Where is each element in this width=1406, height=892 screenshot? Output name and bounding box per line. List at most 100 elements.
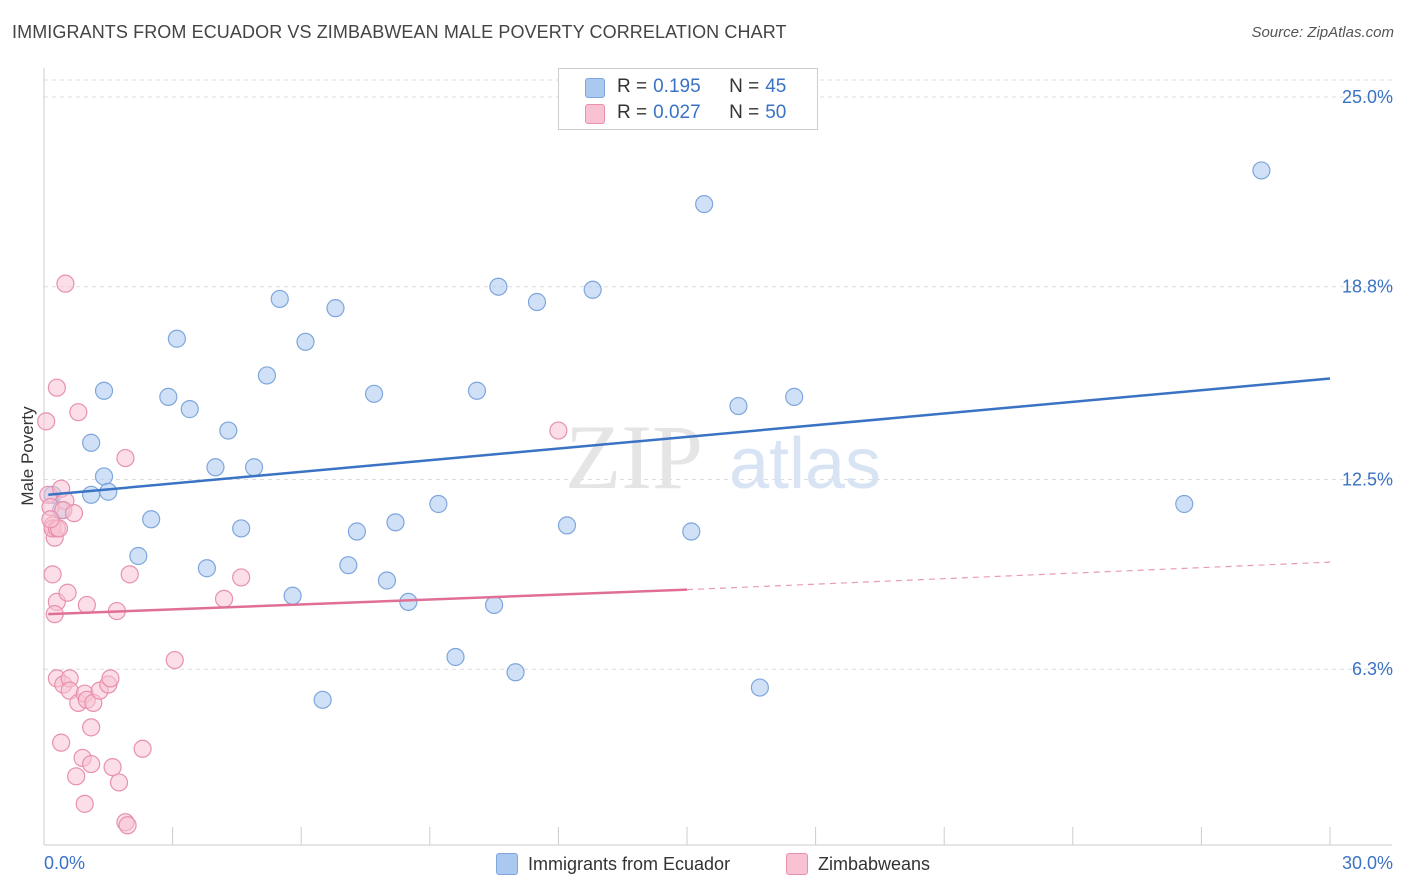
series-zimbabweans-points <box>37 274 568 835</box>
n-value: 50 <box>765 102 787 123</box>
ecuador-point <box>283 586 302 605</box>
correlation-legend: R = 0.195 N = 45 R = 0.027 N = 50 <box>558 68 818 130</box>
zimbabwean-point <box>103 758 122 777</box>
ecuador-point <box>364 384 384 403</box>
zimbabwean-point <box>47 378 66 397</box>
legend-swatch-zimbabweans <box>585 104 605 124</box>
y-tick-label: 12.5% <box>1342 470 1393 490</box>
ecuador-point <box>750 678 769 697</box>
ecuador-point <box>583 280 602 299</box>
ecuador-point <box>82 433 101 452</box>
zimbabwean-point <box>37 412 56 431</box>
ecuador-point <box>682 522 701 541</box>
ecuador-point <box>142 510 161 529</box>
zimbabwean-point <box>58 583 77 602</box>
zimbabwean-point <box>64 504 84 523</box>
legend-label-ecuador: Immigrants from Ecuador <box>528 853 731 874</box>
zimbabwean-point <box>75 794 94 813</box>
trend-lines <box>48 377 1331 616</box>
ecuador-point <box>399 592 418 612</box>
watermark-zip: ZIP <box>565 406 703 508</box>
zimbabwean-point <box>120 565 139 584</box>
zimbabwean-point <box>77 595 96 615</box>
ecuador-point <box>244 458 264 477</box>
zimbabwean-point <box>549 421 568 440</box>
ecuador-point <box>257 366 277 385</box>
legend-item-ecuador: Immigrants from Ecuador <box>496 852 730 876</box>
n-label: N = <box>729 76 760 97</box>
ecuador-point <box>446 647 465 667</box>
r-value: 0.027 <box>653 102 701 123</box>
ecuador-point <box>339 556 358 575</box>
y-tick-label: 6.3% <box>1352 659 1393 679</box>
zimbabwean-point <box>56 274 75 293</box>
ecuador-point <box>296 332 315 351</box>
ecuador-point <box>159 387 178 406</box>
ecuador-point <box>527 292 547 312</box>
tick-labels: 6.3% 12.5% 18.8% 25.0% 0.0% 30.0% <box>44 87 1393 873</box>
ecuador-point <box>489 277 508 296</box>
ecuador-point <box>206 458 225 477</box>
ecuador-point <box>99 482 118 501</box>
ecuador-point <box>729 396 748 416</box>
ecuador-point <box>129 546 148 566</box>
chart-title: IMMIGRANTS FROM ECUADOR VS ZIMBABWEAN MA… <box>12 22 787 42</box>
n-value: 45 <box>765 76 787 97</box>
legend-swatch-zimbabweans <box>786 853 808 875</box>
ecuador-point <box>313 690 332 709</box>
x-tick-label-max: 30.0% <box>1342 853 1393 873</box>
ecuador-point <box>180 400 199 419</box>
zimbabwean-point <box>41 510 60 529</box>
r-value: 0.195 <box>653 76 701 97</box>
ecuador-point <box>557 516 577 535</box>
axes <box>43 68 1392 846</box>
ecuador-point <box>695 195 714 214</box>
zimbabwean-point <box>101 669 120 688</box>
ecuador-point <box>270 289 289 309</box>
legend-label-zimbabweans: Zimbabweans <box>818 853 931 874</box>
watermark: ZIP atlas <box>565 406 881 508</box>
zimbabwean-point <box>109 773 129 792</box>
ecuador-point <box>326 299 345 318</box>
zimbabwean-point <box>165 650 184 670</box>
ecuador-point <box>94 381 114 400</box>
watermark-atlas: atlas <box>729 424 881 504</box>
ecuador-point <box>386 513 405 532</box>
ecuador-point <box>506 663 525 682</box>
legend-row-ecuador: R = 0.195 N = 45 <box>585 75 787 99</box>
ecuador-point <box>429 494 448 514</box>
zimbabwean-point <box>118 816 137 835</box>
ecuador-point <box>1175 494 1194 514</box>
zimbabwean-point <box>43 565 62 584</box>
ecuador-point <box>377 571 397 590</box>
zimbabwean-point <box>52 733 71 752</box>
ecuador-point <box>197 559 216 578</box>
zimbabwean-point <box>82 718 101 737</box>
legend-row-zimbabweans: R = 0.027 N = 50 <box>585 101 787 125</box>
source-label: Source: ZipAtlas.com <box>1251 24 1394 41</box>
legend-swatch-ecuador <box>496 853 518 875</box>
trend-line-zimbabweans-extension <box>686 561 1331 591</box>
legend-swatch-ecuador <box>585 78 605 98</box>
ecuador-point <box>232 519 251 538</box>
ecuador-point <box>219 421 238 440</box>
zimbabwean-point <box>214 589 234 608</box>
ecuador-point <box>347 522 367 541</box>
ecuador-point <box>785 387 804 406</box>
zimbabwean-point <box>69 403 88 422</box>
trend-line-zimbabweans <box>48 588 688 616</box>
ecuador-point <box>1252 161 1271 180</box>
ecuador-point <box>467 381 487 400</box>
trend-line-ecuador <box>48 377 1331 497</box>
ecuador-point <box>94 467 114 486</box>
x-tick-label-min: 0.0% <box>44 853 85 873</box>
zimbabwean-point <box>67 767 86 786</box>
legend-item-zimbabweans: Zimbabweans <box>786 852 930 876</box>
zimbabwean-point <box>116 448 135 468</box>
zimbabwean-point <box>133 739 152 758</box>
ecuador-point <box>485 595 504 615</box>
zimbabwean-point <box>82 754 101 774</box>
ecuador-point <box>82 485 101 504</box>
ecuador-point <box>167 329 186 348</box>
